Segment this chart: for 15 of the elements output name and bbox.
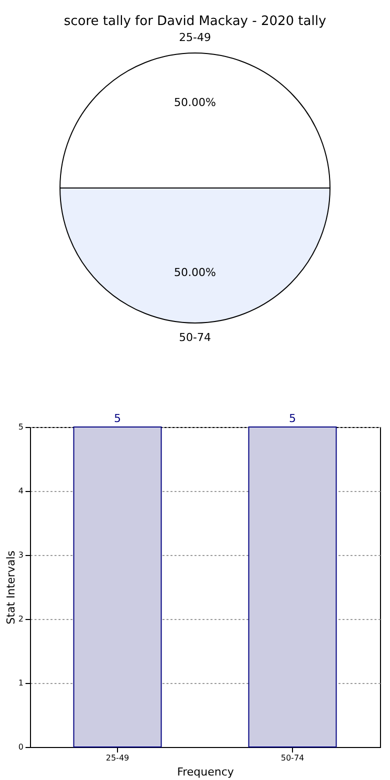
chart-title: score tally for David Mackay - 2020 tally [64,14,326,29]
y-axis-title: Stat Intervals [4,550,18,624]
y-tick-label: 5 [18,422,24,432]
data-label: 50.00% [174,266,216,279]
y-tick-label: 4 [18,486,24,496]
y-tick-label: 3 [18,550,24,560]
slice-label: 50-74 [179,331,211,344]
y-tick-label: 1 [18,678,24,688]
data-label: 50.00% [174,96,216,109]
x-axis-title: Frequency [177,766,234,778]
y-tick-label: 0 [18,742,24,752]
slice-label: 25-49 [179,31,211,44]
y-tick-label: 2 [18,614,24,624]
data-label: 5 [289,412,296,425]
data-label: 5 [114,412,121,425]
